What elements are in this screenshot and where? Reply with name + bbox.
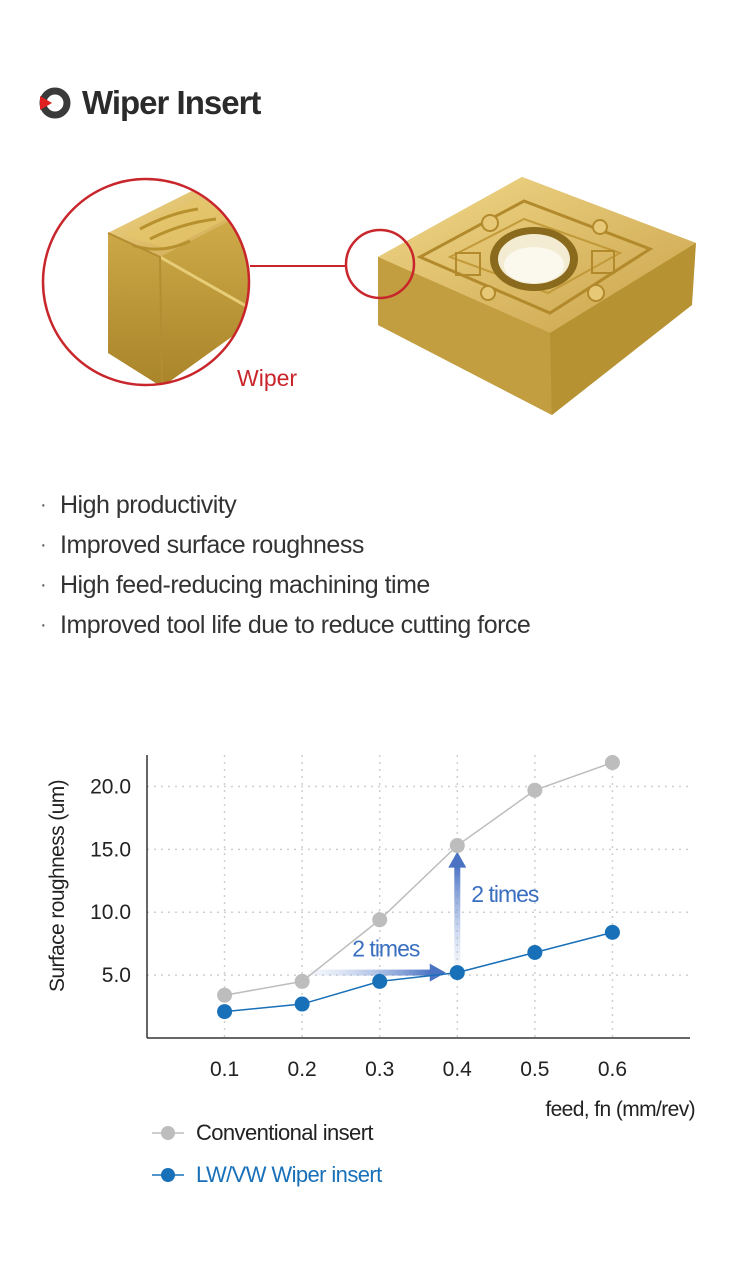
- chart-series: [217, 755, 620, 1020]
- annotation-arrow-shaft: [454, 865, 461, 969]
- chart-axes: 0.1 0.2 0.3 0.4 0.5 0.6 5.0 10.0 15.0 20.0: [90, 755, 690, 1081]
- list-item: · Improved tool life due to reduce cuttin…: [40, 608, 531, 648]
- list-item: · High feed-reducing machining time: [40, 568, 530, 608]
- zoom-circle: [41, 177, 251, 387]
- y-tick-label: 10.0: [90, 901, 131, 924]
- data-point-conventional: [372, 912, 388, 928]
- page-title: Wiper Insert: [82, 84, 261, 121]
- wiper-corner-highlight: [344, 228, 416, 300]
- x-tick-label: 0.3: [365, 1058, 394, 1081]
- title-bullet-icon: [39, 87, 71, 119]
- legend-marker-conventional: [152, 1126, 184, 1140]
- bullet-dot: ·: [40, 574, 47, 596]
- feature-text: High feed-reducing machining time: [60, 571, 430, 599]
- list-item: · High productivity: [40, 488, 530, 528]
- wiper-insert-illustration: Wiper: [41, 177, 696, 415]
- data-point-conventional: [294, 973, 310, 989]
- legend-label-conventional: Conventional insert: [196, 1120, 374, 1145]
- bullet-dot: ·: [40, 534, 47, 556]
- roughness-chart: 0.1 0.2 0.3 0.4 0.5 0.6 5.0 10.0 15.0 20.0 2 time…: [46, 755, 696, 1121]
- data-point-wiper: [217, 1004, 233, 1020]
- series-line-wiper: [224, 931, 613, 1013]
- data-point-wiper: [449, 965, 465, 981]
- y-tick-label: 15.0: [90, 838, 131, 861]
- x-tick-label: 0.1: [210, 1058, 239, 1081]
- legend-item-wiper: LW/VW Wiper insert: [150, 1154, 382, 1196]
- feature-text: Improved tool life due to reduce cutting…: [60, 611, 531, 639]
- data-point-conventional: [217, 987, 233, 1003]
- page-header: Wiper Insert: [38, 84, 261, 122]
- data-point-conventional: [527, 782, 543, 798]
- x-tick-label: 0.4: [443, 1058, 473, 1081]
- x-tick-label: 0.2: [288, 1058, 317, 1081]
- series-line-conventional: [224, 761, 613, 996]
- data-point-conventional: [449, 838, 465, 854]
- annotation-label: 2 times: [352, 936, 420, 962]
- data-point-conventional: [604, 755, 620, 771]
- list-item: · Improved surface roughness: [40, 528, 530, 568]
- feature-text: Improved surface roughness: [60, 531, 364, 559]
- annotation-arrow-head: [448, 851, 467, 868]
- data-point-wiper: [604, 924, 620, 940]
- legend-marker-wiper: [152, 1168, 184, 1182]
- bullet-dot: ·: [40, 494, 47, 516]
- annotation-arrow-shaft: [309, 969, 432, 976]
- x-axis-label: feed, fn (mm/rev): [545, 1098, 695, 1121]
- zoom-view: [43, 179, 249, 385]
- y-axis-label: Surface roughness (um): [46, 780, 69, 992]
- annotation-label: 2 times: [471, 881, 539, 907]
- annotation-arrow-head: [429, 963, 446, 982]
- legend-item-conventional: Conventional insert: [150, 1112, 382, 1154]
- x-tick-label: 0.5: [520, 1058, 549, 1081]
- insert-body: [378, 177, 696, 415]
- data-point-wiper: [527, 944, 543, 960]
- feature-text: High productivity: [60, 491, 237, 519]
- y-tick-label: 20.0: [90, 775, 131, 798]
- x-tick-label: 0.6: [598, 1058, 627, 1081]
- chart-annotations: 2 times 2 times: [309, 851, 540, 982]
- feature-list: · High productivity · Improved surface rou…: [40, 488, 531, 648]
- y-tick-label: 5.0: [102, 964, 131, 987]
- legend-label-wiper: LW/VW Wiper insert: [196, 1162, 382, 1187]
- bullet-dot: ·: [40, 614, 47, 636]
- wiper-label: Wiper: [237, 365, 297, 391]
- data-point-wiper: [372, 973, 388, 989]
- data-point-wiper: [294, 996, 310, 1012]
- title-bullet-accent: [40, 96, 52, 110]
- chart-legend: Conventional insert LW/VW Wiper insert: [150, 1112, 382, 1196]
